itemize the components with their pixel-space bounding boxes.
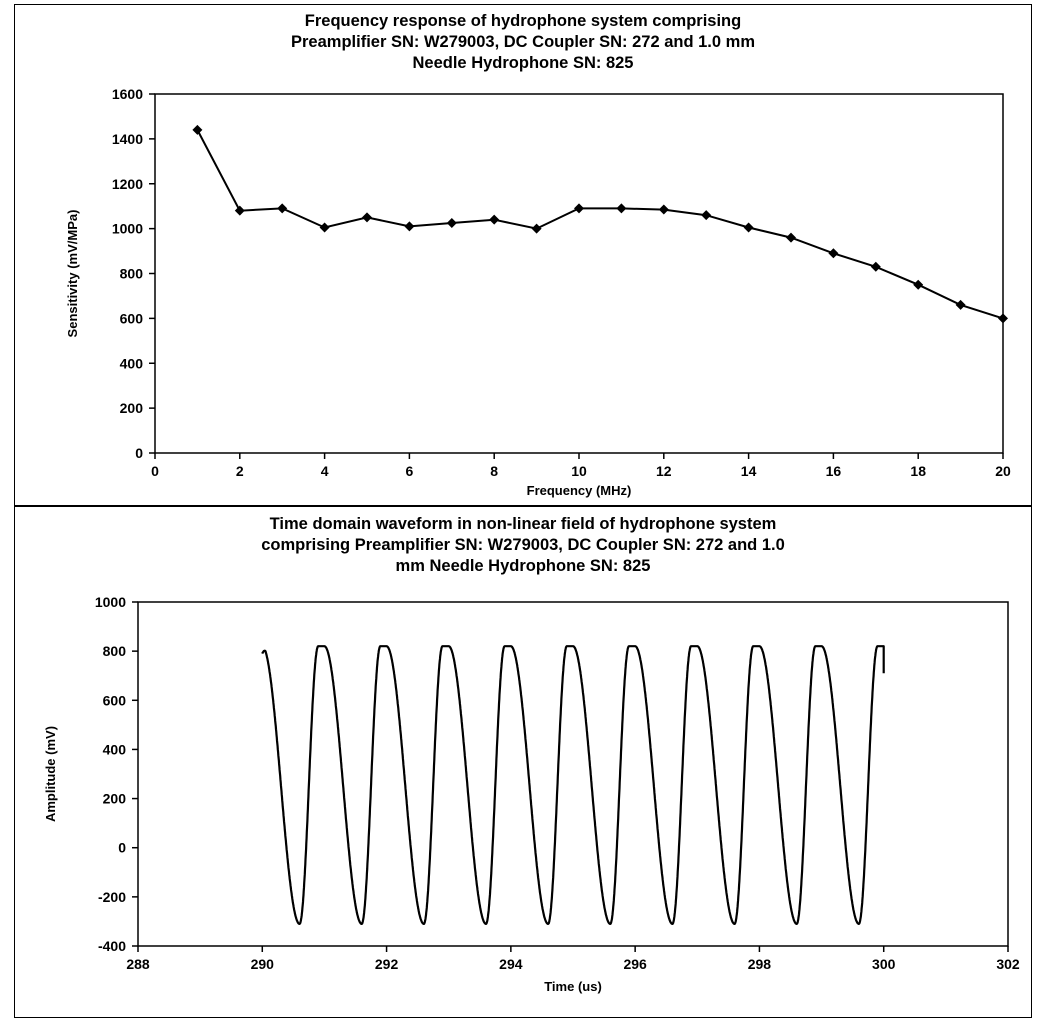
data-point (489, 214, 500, 225)
x-tick-label: 0 (151, 463, 159, 479)
x-tick-label: 292 (375, 956, 399, 972)
x-tick-label: 294 (499, 956, 523, 972)
y-tick-label: 800 (120, 266, 144, 282)
frequency-response-chart: 0 200 400 600 800 1000 1200 1400 1600 0 2 4 6 8 10 12 14… (65, 86, 1011, 498)
waveform-line (261, 645, 885, 925)
data-point (998, 313, 1008, 324)
chart-title: Time domain waveform in non-linear field… (15, 514, 1031, 577)
chart-title-line: Frequency response of hydrophone system … (304, 12, 742, 30)
x-tick-label: 18 (910, 463, 926, 479)
chart-title-line: comprising Preamplifier SN: W279003, DC … (261, 536, 785, 554)
y-tick-label: 600 (103, 692, 127, 708)
x-tick-label: 4 (321, 463, 329, 479)
y-tick-label: 1000 (112, 221, 143, 237)
data-point (574, 203, 584, 214)
data-point (828, 248, 839, 259)
data-point (234, 205, 245, 216)
data-point (404, 221, 415, 232)
y-tick-label: 1400 (112, 131, 143, 147)
y-tick-label: 0 (135, 445, 143, 461)
y-tick-label: -400 (98, 938, 126, 954)
y-tick-label: 0 (118, 840, 126, 856)
chart-title-line: Preamplifier SN: W279003, DC Coupler SN:… (291, 33, 755, 51)
frequency-response-panel: Frequency response of hydrophone system … (14, 4, 1032, 506)
data-point (658, 204, 669, 215)
data-point (701, 210, 712, 221)
data-point (277, 203, 288, 214)
waveform-panel: Time domain waveform in non-linear field… (14, 506, 1032, 1018)
data-point (616, 203, 627, 214)
y-tick-label: 1600 (112, 86, 143, 102)
y-tick-label: 1200 (112, 176, 143, 192)
y-tick-label: 1000 (95, 594, 126, 610)
y-tick-label: 400 (120, 355, 144, 371)
data-point (955, 299, 966, 310)
y-axis-label: Sensitivity (mV/MPa) (65, 210, 80, 338)
data-point (362, 212, 372, 223)
x-axis-label: Time (us) (544, 979, 602, 994)
chart-title-line: Needle Hydrophone SN: 825 (412, 54, 634, 72)
x-tick-label: 20 (995, 463, 1011, 479)
series-line (196, 129, 1004, 320)
x-tick-label: 300 (872, 956, 896, 972)
chart-title: Frequency response of hydrophone system … (15, 11, 1031, 74)
x-tick-label: 302 (996, 956, 1020, 972)
data-point (743, 222, 754, 233)
chart-title-line: Time domain waveform in non-linear field… (269, 515, 777, 533)
x-tick-label: 14 (741, 463, 757, 479)
x-tick-label: 10 (571, 463, 587, 479)
x-tick-label: 296 (623, 956, 647, 972)
x-tick-label: 290 (251, 956, 275, 972)
plot-area (154, 93, 1004, 454)
y-tick-label: 200 (120, 400, 144, 416)
x-tick-label: 288 (126, 956, 150, 972)
x-tick-label: 16 (826, 463, 842, 479)
data-point (786, 232, 796, 243)
data-point (446, 218, 457, 229)
x-tick-label: 6 (406, 463, 414, 479)
y-tick-label: 200 (103, 791, 127, 807)
y-tick-label: -200 (98, 889, 126, 905)
data-point (913, 279, 924, 290)
data-point (319, 222, 330, 233)
y-axis-label: Amplitude (mV) (43, 726, 58, 822)
x-tick-label: 8 (490, 463, 498, 479)
x-tick-label: 298 (748, 956, 772, 972)
y-tick-label: 400 (103, 741, 127, 757)
y-tick-label: 600 (120, 310, 144, 326)
waveform-chart: -400 -200 0 200 400 600 800 1000 288 290 292 294 296… (43, 594, 1020, 994)
plot-area (137, 601, 1009, 947)
data-point (192, 124, 203, 135)
y-tick-label: 800 (103, 643, 127, 659)
x-tick-label: 12 (656, 463, 672, 479)
data-point (531, 223, 542, 234)
chart-title-line: mm Needle Hydrophone SN: 825 (395, 557, 651, 575)
x-axis-label: Frequency (MHz) (527, 483, 632, 498)
x-tick-label: 2 (236, 463, 244, 479)
data-point (870, 261, 881, 272)
